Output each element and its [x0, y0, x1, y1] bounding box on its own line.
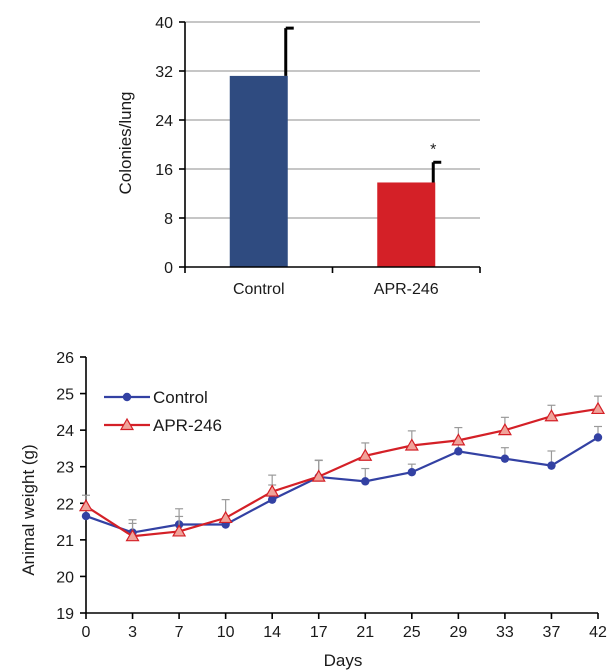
- bar-x-tick-label: Control: [233, 281, 285, 298]
- series-apr-246: [78, 395, 606, 542]
- bar-x-tick-label: APR-246: [374, 281, 439, 298]
- bar-y-tick-label: 24: [155, 113, 173, 130]
- line-y-tick-label: 23: [56, 460, 74, 477]
- data-point: [78, 499, 94, 512]
- bar-y-tick-label: 32: [155, 64, 173, 81]
- line-y-tick-label: 26: [56, 350, 74, 367]
- data-point: [590, 401, 606, 415]
- significance-marker: *: [430, 141, 436, 158]
- line-x-tick-label: 7: [175, 624, 184, 641]
- line-series: [78, 395, 606, 542]
- data-point: [500, 454, 510, 463]
- data-point: [81, 511, 91, 521]
- bar-axes: [184, 22, 481, 273]
- data-point: [593, 433, 603, 442]
- line-y-tick-label: 24: [56, 423, 74, 440]
- bar-y-tick-label: 16: [155, 162, 173, 179]
- legend-label: Control: [153, 388, 208, 407]
- bar: [229, 75, 288, 268]
- data-point: [218, 510, 233, 524]
- line-axes: [80, 356, 599, 619]
- data-point: [265, 484, 280, 497]
- line-y-tick-labels: 19 20 21 22 23 24 25 26: [56, 350, 74, 623]
- data-point: [451, 433, 466, 446]
- data-point: [544, 409, 559, 422]
- line-x-tick-label: 10: [217, 624, 235, 641]
- bar-y-axis-title: Colonies/lung: [116, 91, 135, 194]
- bar-annotations: *: [430, 141, 436, 158]
- data-point: [358, 448, 373, 461]
- bar-y-tick-labels: 0 8 16 24 32 40: [155, 15, 173, 277]
- line-y-tick-label: 21: [56, 533, 74, 550]
- bar-error-bars: [284, 26, 442, 183]
- legend: Control APR-246: [104, 388, 222, 435]
- data-point: [497, 422, 512, 436]
- line-x-tick-label: 17: [310, 624, 328, 641]
- data-point: [267, 495, 277, 504]
- line-y-tick-label: 22: [56, 496, 74, 513]
- legend-marker: [119, 417, 135, 431]
- bar-y-tick-label: 8: [164, 211, 173, 228]
- series-control: [81, 425, 603, 537]
- line-x-tick-label: 14: [263, 624, 281, 641]
- bar-y-tick-label: 0: [164, 260, 173, 277]
- line-x-tick-label: 33: [496, 624, 514, 641]
- line-y-axis-title: Animal weight (g): [19, 444, 38, 575]
- data-point: [547, 461, 556, 470]
- line-x-tick-label: 37: [543, 624, 561, 641]
- data-point: [125, 528, 140, 542]
- line-x-tick-label: 21: [356, 624, 374, 641]
- line-x-tick-label: 29: [449, 624, 467, 641]
- data-point: [454, 447, 463, 456]
- line-x-tick-label: 3: [128, 624, 137, 641]
- legend-marker: [122, 392, 132, 402]
- line-y-tick-label: 20: [56, 569, 74, 586]
- line-x-tick-labels: 0 3 7 10 14 17 21 25 29 33 37 42: [82, 624, 607, 641]
- legend-label: APR-246: [153, 416, 222, 435]
- series-line: [85, 407, 599, 538]
- bar-chart: 0 8 16 24 32 40 * Control APR-246 Colonies/lun…: [116, 15, 481, 298]
- bar: [377, 182, 436, 267]
- data-point: [361, 477, 370, 486]
- line-x-tick-label: 0: [82, 624, 91, 641]
- series-line: [85, 436, 599, 534]
- bar-y-tick-label: 40: [155, 15, 173, 32]
- data-point: [404, 438, 419, 451]
- line-y-tick-label: 25: [56, 387, 74, 404]
- data-point: [311, 469, 326, 482]
- line-y-tick-label: 19: [56, 606, 74, 623]
- data-point: [407, 468, 417, 477]
- bar-x-tick-labels: Control APR-246: [233, 281, 439, 298]
- line-x-tick-label: 42: [589, 624, 607, 641]
- line-x-tick-label: 25: [403, 624, 421, 641]
- bar-series: [229, 75, 436, 268]
- line-x-axis-title: Days: [324, 651, 363, 670]
- data-point: [172, 524, 187, 537]
